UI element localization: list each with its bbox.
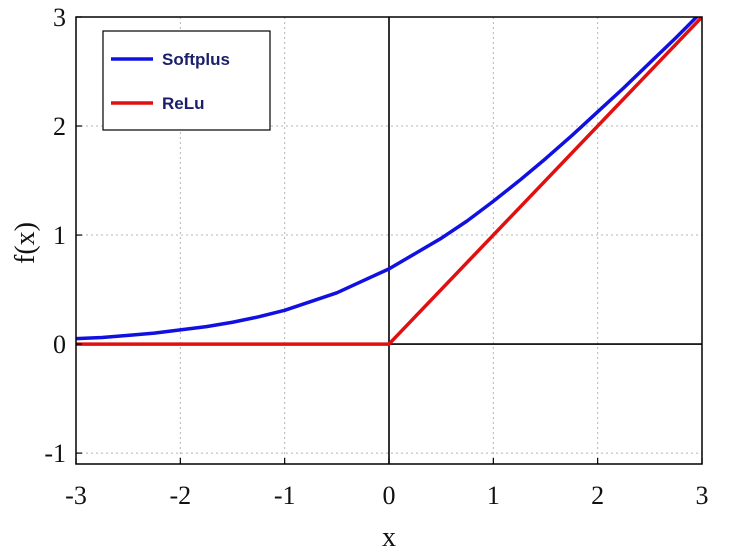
legend-label-relu: ReLu: [162, 94, 205, 113]
y-axis-label: f(x): [10, 222, 41, 264]
legend: Softplus ReLu: [102, 30, 271, 131]
x-tick-labels: -3 -2 -1 0 1 2 3: [65, 481, 708, 510]
series-line-softplus: [76, 17, 700, 341]
x-tick-label: 0: [383, 481, 396, 510]
ticks: [75, 16, 703, 464]
legend-label-softplus: Softplus: [162, 50, 230, 69]
y-tick-label: 0: [53, 330, 66, 359]
series-line-relu: [76, 17, 702, 346]
x-tick-label: -2: [169, 481, 191, 510]
x-tick-label: 2: [591, 481, 604, 510]
legend-box: [102, 30, 271, 131]
y-tick-label: 3: [53, 3, 66, 32]
x-axis-label: x: [382, 522, 396, 553]
x-tick-label: 1: [487, 481, 500, 510]
x-tick-label: 3: [696, 481, 709, 510]
y-tick-label: 2: [53, 112, 66, 141]
y-tick-label: 1: [53, 221, 66, 250]
series-layer: [76, 17, 702, 346]
y-tick-labels: -1 0 1 2 3: [44, 3, 66, 468]
x-tick-label: -3: [65, 481, 87, 510]
x-tick-label: -1: [274, 481, 296, 510]
y-tick-label: -1: [44, 439, 66, 468]
